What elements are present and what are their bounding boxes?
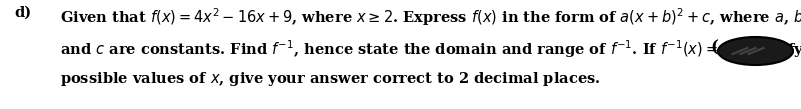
Text: (: ( xyxy=(710,39,718,56)
Text: Given that $\mathit{f}(\mathit{x}) = 4\mathit{x}^2 - 16\mathit{x} + 9$, where $\: Given that $\mathit{f}(\mathit{x}) = 4\m… xyxy=(60,6,801,28)
Text: possible values of $\mathit{x}$, give your answer correct to 2 decimal places.: possible values of $\mathit{x}$, give yo… xyxy=(60,70,601,88)
Text: d): d) xyxy=(14,6,31,20)
Text: and $\mathit{c}$ are constants. Find $\mathit{f}^{-1}$, hence state the domain a: and $\mathit{c}$ are constants. Find $\m… xyxy=(60,38,801,60)
Ellipse shape xyxy=(718,37,793,65)
